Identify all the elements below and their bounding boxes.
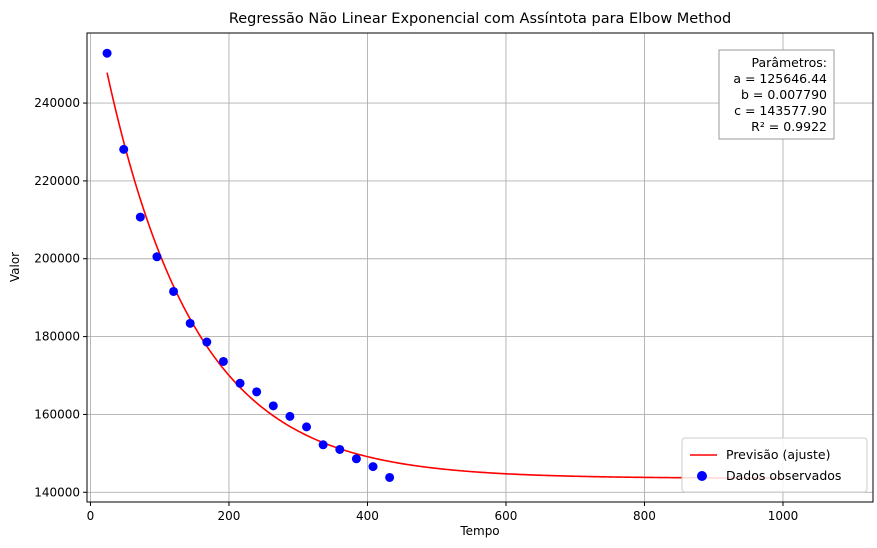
legend-frame bbox=[681, 437, 868, 493]
data-point bbox=[119, 144, 129, 154]
legend-label-fit: Previsão (ajuste) bbox=[726, 447, 830, 462]
y-tick-label: 140000 bbox=[34, 485, 80, 499]
x-tick-label: 200 bbox=[218, 509, 241, 523]
parameter-r2: R² = 0.9922 bbox=[751, 119, 827, 134]
y-axis-ticks: 140000 160000 180000 200000 220000 240000 bbox=[34, 96, 87, 499]
data-point bbox=[385, 472, 395, 482]
legend-marker-swatch bbox=[697, 471, 707, 481]
x-tick-label: 800 bbox=[633, 509, 656, 523]
plot-frame bbox=[86, 32, 874, 503]
data-point bbox=[169, 286, 179, 296]
y-tick-label: 240000 bbox=[34, 96, 80, 110]
y-tick-label: 200000 bbox=[34, 252, 80, 266]
legend-label-observed: Dados observados bbox=[726, 468, 841, 483]
x-tick-label: 0 bbox=[87, 509, 95, 523]
data-point bbox=[302, 422, 312, 432]
data-point bbox=[185, 318, 195, 328]
x-tick-label: 400 bbox=[356, 509, 379, 523]
fit-curve-layer bbox=[106, 72, 783, 479]
x-axis-ticks: 0 200 400 600 800 1000 bbox=[87, 502, 799, 523]
parameters-box-frame bbox=[718, 49, 835, 140]
data-point bbox=[202, 337, 212, 347]
data-point bbox=[152, 252, 162, 262]
data-points-layer bbox=[102, 48, 395, 482]
data-point bbox=[285, 411, 295, 421]
data-point bbox=[235, 378, 245, 388]
parameter-c: c = 143577.90 bbox=[734, 103, 827, 118]
data-point bbox=[102, 48, 112, 58]
fit-curve-line bbox=[106, 72, 783, 479]
data-point bbox=[135, 212, 145, 222]
data-point bbox=[252, 387, 262, 397]
chart-title: Regressão Não Linear Exponencial com Ass… bbox=[229, 11, 731, 27]
data-point bbox=[268, 401, 278, 411]
y-axis-label: Valor bbox=[8, 252, 22, 282]
legend: Previsão (ajuste) Dados observados bbox=[681, 437, 868, 493]
y-tick-label: 220000 bbox=[34, 174, 80, 188]
parameter-a: a = 125646.44 bbox=[733, 71, 827, 86]
parameters-box: Parâmetros: a = 125646.44 b = 0.007790 c… bbox=[718, 49, 835, 140]
y-tick-label: 180000 bbox=[34, 330, 80, 344]
data-point bbox=[318, 440, 328, 450]
parameter-b: b = 0.007790 bbox=[741, 87, 827, 102]
y-tick-label: 160000 bbox=[34, 407, 80, 421]
data-point bbox=[351, 454, 361, 464]
data-point bbox=[218, 356, 228, 366]
data-point bbox=[335, 444, 345, 454]
x-tick-label: 600 bbox=[495, 509, 518, 523]
x-axis-label: Tempo bbox=[459, 524, 499, 538]
x-tick-label: 1000 bbox=[768, 509, 799, 523]
data-point bbox=[368, 462, 378, 472]
parameters-title: Parâmetros: bbox=[752, 55, 827, 70]
